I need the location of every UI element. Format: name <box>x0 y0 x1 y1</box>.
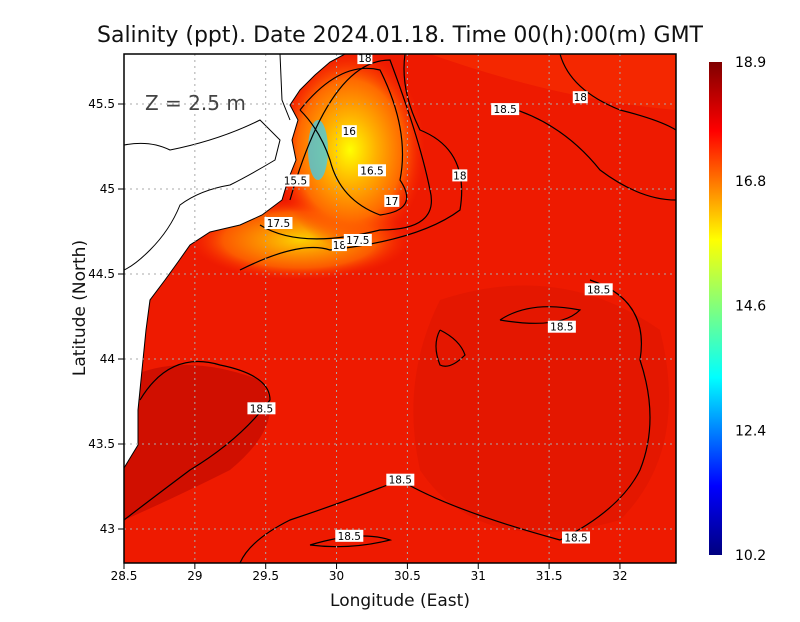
y-tick-label: 43.5 <box>88 437 115 451</box>
y-tick-label: 43 <box>100 522 115 536</box>
contour-label-text: 16.5 <box>360 165 383 177</box>
high-salinity-region <box>124 365 270 520</box>
contour-label: 18.5 <box>584 283 613 296</box>
x-tick-label: 30.5 <box>394 569 421 583</box>
contour-label: 18.5 <box>562 531 591 545</box>
high-salinity-region <box>413 285 669 533</box>
contour-label-bg <box>331 239 347 252</box>
x-tick-label: 28.5 <box>111 569 138 583</box>
x-tick-label: 32 <box>612 569 627 583</box>
grid-lines <box>124 54 676 563</box>
depth-annotation: Z = 2.5 m <box>145 91 246 115</box>
contour-label-bg <box>547 320 576 333</box>
contour-label-text: 18 <box>574 92 587 104</box>
contour-label-text: 17 <box>385 196 398 208</box>
low-salinity-region <box>430 54 676 110</box>
contour-label-text: 18.5 <box>389 475 412 487</box>
contour-label-text: 18 <box>358 53 371 65</box>
contour-label-bg <box>281 174 310 187</box>
contour-label-text: 18.5 <box>338 531 361 543</box>
contour-label-bg <box>264 217 293 229</box>
contour-label-bg <box>247 402 276 415</box>
y-tick-label: 45 <box>100 182 115 196</box>
land-mass <box>124 54 346 469</box>
contour-label: 18.5 <box>491 103 520 116</box>
contour-label: 18 <box>572 91 588 104</box>
contour-label: 16 <box>341 125 357 138</box>
contour-label: 17 <box>384 194 400 208</box>
contour-label: 18.5 <box>247 402 276 415</box>
x-tick-label: 30 <box>329 569 344 583</box>
y-tick-label: 44.5 <box>88 267 115 281</box>
contour-label: 17.5 <box>264 217 293 230</box>
plot-frame <box>123 53 677 564</box>
colorbar-tick-label: 12.4 <box>735 423 766 439</box>
contour-label-text: 17.5 <box>346 235 369 247</box>
x-tick-label: 31.5 <box>536 569 563 583</box>
y-tick-label: 44 <box>100 352 115 366</box>
contour-label-bg <box>343 234 372 246</box>
contour-label-bg <box>335 529 364 542</box>
contour-label-bg <box>386 473 415 486</box>
colorbar-tick-label: 14.6 <box>735 299 766 315</box>
contour-label: 15.5 <box>281 174 310 188</box>
contour-label-text: 18 <box>333 240 346 252</box>
axis-ticks: 28.5 29 29.5 30 30.5 31 31.5 32 43 43.5 44 44.5 45 45… <box>88 97 627 583</box>
contour-label-text: 18.5 <box>250 403 273 415</box>
x-tick-label: 29.5 <box>252 569 279 583</box>
contour-label-bg <box>491 103 520 116</box>
contour-label: 18.5 <box>335 529 364 543</box>
x-tick-label: 29 <box>187 569 202 583</box>
contour-label: 18.5 <box>547 320 576 334</box>
contour-label-text: 18.5 <box>587 284 610 296</box>
colorbar-tick-label: 16.8 <box>735 174 766 190</box>
x-axis-label: Longitude (East) <box>330 591 470 611</box>
contour-label-bg <box>452 169 468 182</box>
colorbar <box>709 62 722 555</box>
contour-label-text: 17.5 <box>267 218 290 230</box>
contour-label: 18 <box>357 53 373 65</box>
contour-label-text: 15.5 <box>284 176 307 188</box>
contour-label: 18 <box>452 169 468 182</box>
x-tick-label: 31 <box>471 569 486 583</box>
fresh-water-region <box>308 120 328 180</box>
colorbar-tick-label: 18.9 <box>735 55 766 71</box>
contour-label-text: 18.5 <box>550 322 573 334</box>
contour-label-bg <box>562 531 591 544</box>
contour-label-bg <box>384 194 400 207</box>
lake-outline <box>124 119 281 271</box>
contour-label-bg <box>584 283 613 296</box>
contour-label-text: 18.5 <box>564 533 587 545</box>
contour-label: 16.5 <box>357 164 386 177</box>
contour-label-bg <box>357 164 386 177</box>
contour-label-bg <box>572 91 588 104</box>
river-outline <box>279 54 291 121</box>
contour-label: 18.5 <box>386 473 415 487</box>
contour-label: 17.5 <box>343 234 372 247</box>
y-tick-label: 45.5 <box>88 97 115 111</box>
contour-label-text: 18 <box>453 170 466 182</box>
contour-label-text: 18.5 <box>493 104 516 116</box>
y-axis-label: Latitude (North) <box>70 240 90 376</box>
colorbar-ticks: 10.2 12.4 14.6 16.8 18.9 <box>735 55 766 564</box>
colorbar-tick-label: 10.2 <box>735 548 766 564</box>
contour-label-text: 16 <box>343 126 357 138</box>
contour-label-bg <box>341 125 357 138</box>
contour-label: 18 <box>331 239 347 252</box>
contour-label-bg <box>357 54 373 65</box>
chart-title: Salinity (ppt). Date 2024.01.18. Time 00… <box>97 23 704 48</box>
